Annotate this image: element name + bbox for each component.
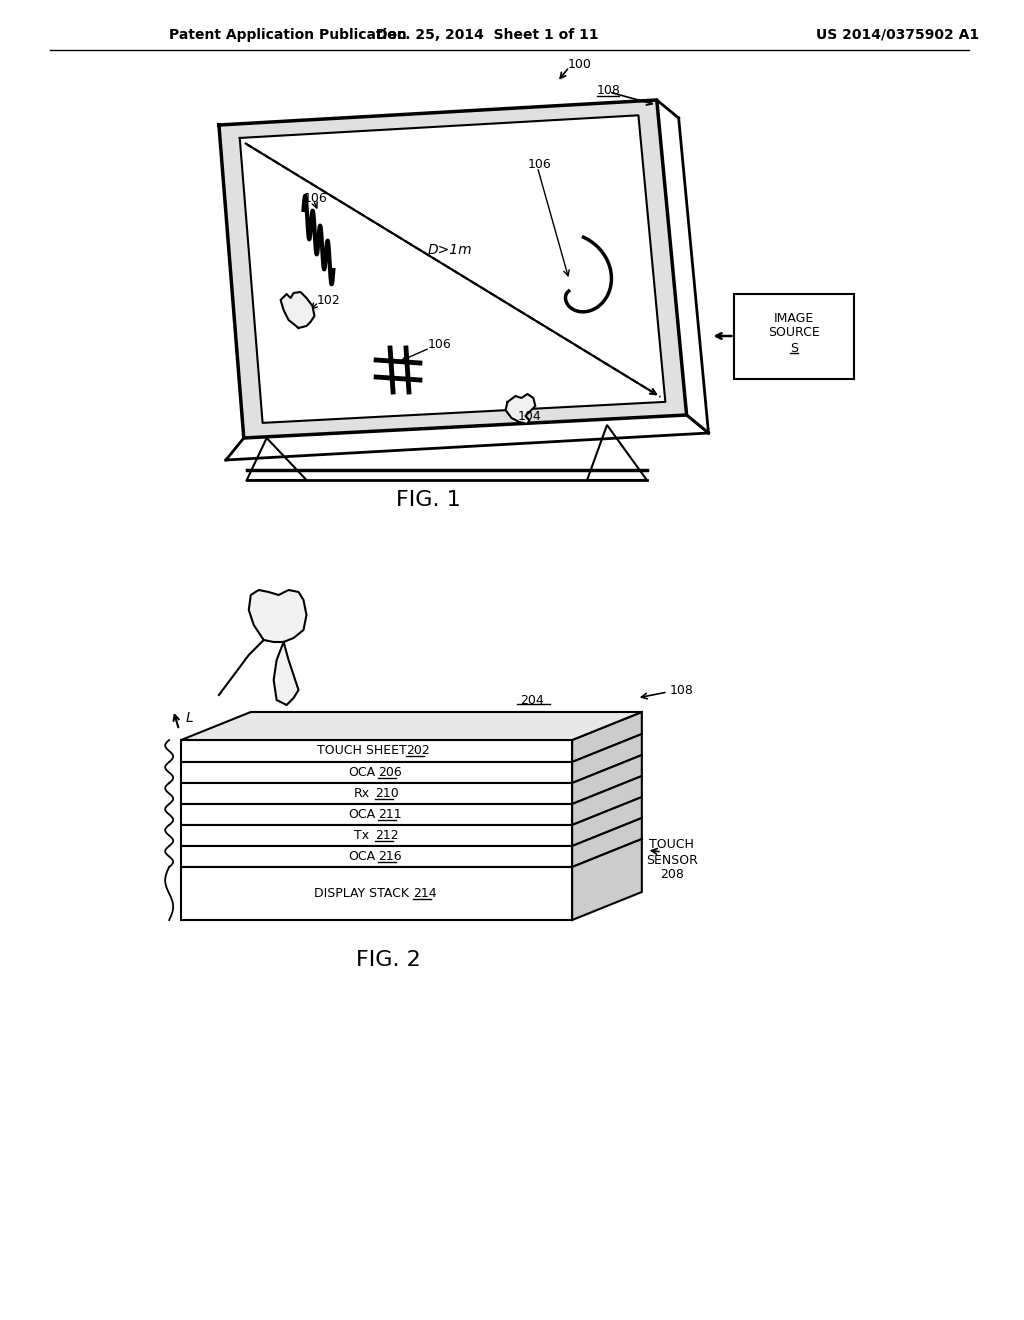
Polygon shape xyxy=(572,734,642,783)
Polygon shape xyxy=(181,711,642,741)
Text: 106: 106 xyxy=(303,191,328,205)
FancyBboxPatch shape xyxy=(734,293,854,379)
Text: Tx: Tx xyxy=(354,829,370,842)
Polygon shape xyxy=(506,393,536,424)
Text: TOUCH SHEET: TOUCH SHEET xyxy=(316,744,407,758)
Text: 204: 204 xyxy=(520,693,544,706)
Text: TOUCH
SENSOR
208: TOUCH SENSOR 208 xyxy=(646,838,697,882)
Text: Dec. 25, 2014  Sheet 1 of 11: Dec. 25, 2014 Sheet 1 of 11 xyxy=(376,28,599,42)
Text: OCA: OCA xyxy=(348,808,375,821)
Polygon shape xyxy=(181,762,572,783)
Polygon shape xyxy=(181,867,572,920)
Text: 106: 106 xyxy=(428,338,452,351)
Polygon shape xyxy=(572,755,642,804)
Text: 211: 211 xyxy=(378,808,401,821)
Text: 216: 216 xyxy=(378,850,401,863)
Text: 206: 206 xyxy=(378,766,401,779)
Polygon shape xyxy=(281,292,314,327)
Polygon shape xyxy=(572,818,642,867)
Text: US 2014/0375902 A1: US 2014/0375902 A1 xyxy=(816,28,979,42)
Text: SOURCE: SOURCE xyxy=(768,326,820,338)
Text: 210: 210 xyxy=(375,787,398,800)
Text: 202: 202 xyxy=(406,744,430,758)
Polygon shape xyxy=(572,797,642,846)
Polygon shape xyxy=(181,825,572,846)
Text: OCA: OCA xyxy=(348,850,375,863)
Polygon shape xyxy=(240,115,666,422)
Polygon shape xyxy=(181,741,572,762)
Text: 108: 108 xyxy=(670,684,693,697)
Text: 214: 214 xyxy=(413,887,436,900)
Text: 100: 100 xyxy=(567,58,591,71)
Polygon shape xyxy=(247,438,306,480)
Polygon shape xyxy=(587,425,647,480)
Polygon shape xyxy=(181,783,572,804)
Polygon shape xyxy=(181,846,572,867)
Polygon shape xyxy=(249,590,306,642)
Text: DISPLAY STACK: DISPLAY STACK xyxy=(314,887,410,900)
Text: 212: 212 xyxy=(375,829,398,842)
Text: 102: 102 xyxy=(316,293,340,306)
Text: L: L xyxy=(186,711,194,725)
Text: D>1m: D>1m xyxy=(428,243,472,257)
Text: Patent Application Publication: Patent Application Publication xyxy=(169,28,407,42)
Text: 104: 104 xyxy=(517,411,542,424)
Polygon shape xyxy=(181,804,572,825)
Polygon shape xyxy=(572,776,642,825)
Polygon shape xyxy=(572,840,642,920)
Text: 106: 106 xyxy=(527,158,551,172)
Text: OCA: OCA xyxy=(348,766,375,779)
Text: Rx: Rx xyxy=(353,787,370,800)
Text: IMAGE: IMAGE xyxy=(774,312,814,325)
Polygon shape xyxy=(572,711,642,762)
Text: FIG. 1: FIG. 1 xyxy=(395,490,460,510)
Text: FIG. 2: FIG. 2 xyxy=(355,950,421,970)
Text: S: S xyxy=(791,342,798,355)
Polygon shape xyxy=(219,100,687,438)
Text: 108: 108 xyxy=(597,83,621,96)
Polygon shape xyxy=(273,642,299,705)
